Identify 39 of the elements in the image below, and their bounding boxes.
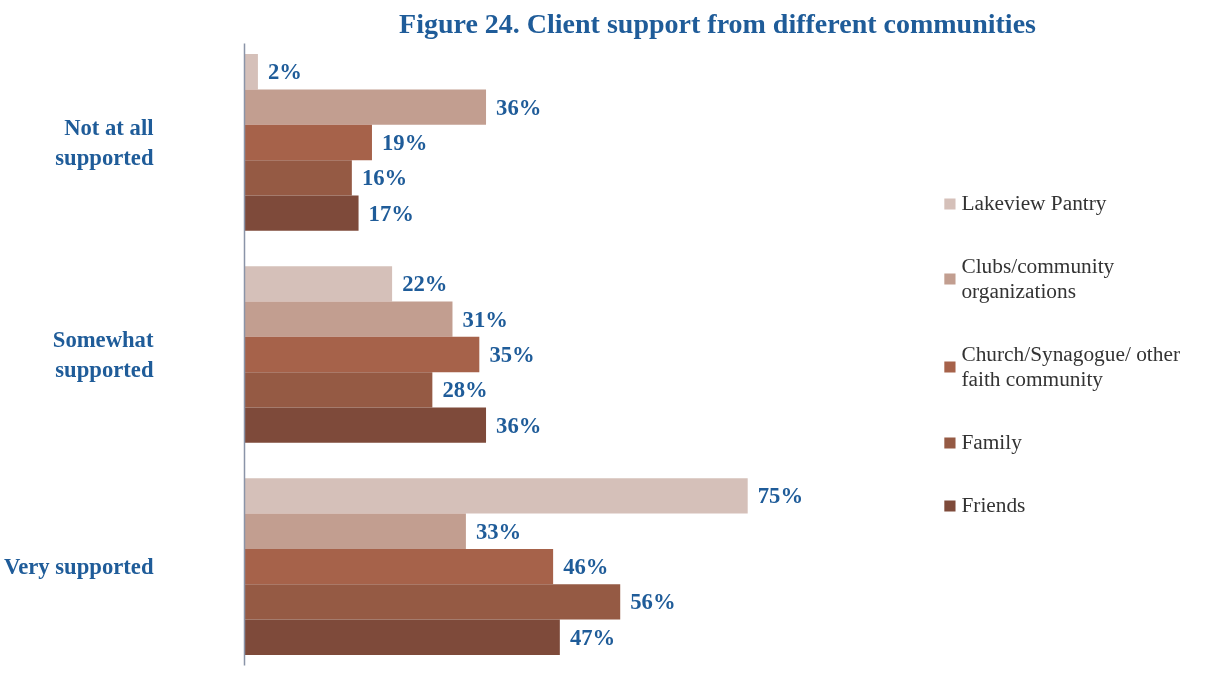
bar [244,89,487,125]
data-label: 46% [563,554,609,580]
legend-label: Lakeview Pantry [961,190,1107,216]
legend-label: Family [961,429,1022,455]
chart-title: Figure 24. Client support from different communities [399,7,1037,39]
data-label: 56% [630,589,676,615]
bar [244,513,466,549]
bar [244,478,748,514]
bar [244,548,554,585]
bar [244,195,359,231]
data-label: 75% [757,483,804,509]
bar [244,336,480,373]
bar [244,160,352,196]
data-label: 2% [267,59,302,85]
bar [244,407,487,443]
bar [244,54,258,90]
data-label: 36% [496,94,542,120]
data-label: 31% [462,306,508,332]
legend-label: Church/Synagogue/ other faith community [961,341,1180,392]
bar [244,372,433,408]
data-label: 19% [382,129,428,155]
bar [244,619,560,655]
data-label: 22% [402,271,448,297]
bar [244,301,453,337]
data-label: 36% [496,412,542,438]
data-label: 47% [569,624,616,650]
data-label: 28% [442,377,488,403]
bar [244,584,621,620]
y-tick-label: Very supported [3,554,154,580]
legend-label: Clubs/community organizations [961,253,1115,304]
y-tick-label: Not at all supported [55,114,154,170]
data-label: 35% [489,342,535,367]
y-tick-label: Somewhat supported [52,327,154,382]
legend-label: Friends [961,492,1026,518]
bar [244,124,372,161]
bar [244,266,393,302]
data-label: 16% [361,165,408,191]
data-label: 33% [475,518,522,544]
data-label: 17% [368,200,414,226]
